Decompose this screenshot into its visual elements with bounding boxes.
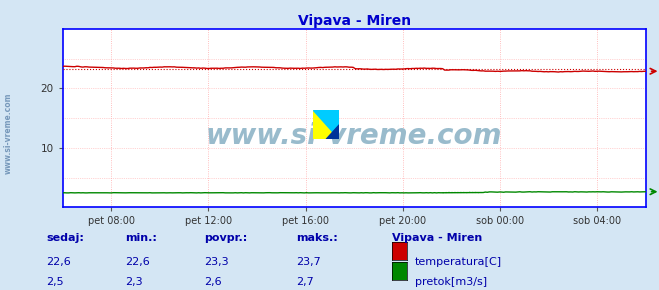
Text: www.si-vreme.com: www.si-vreme.com (206, 122, 502, 150)
Text: pretok[m3/s]: pretok[m3/s] (415, 277, 486, 287)
Polygon shape (313, 110, 339, 139)
Polygon shape (313, 110, 339, 139)
Text: 23,3: 23,3 (204, 257, 229, 267)
Text: 2,7: 2,7 (297, 277, 314, 287)
Text: 2,5: 2,5 (46, 277, 64, 287)
Text: min.:: min.: (125, 233, 157, 243)
Text: maks.:: maks.: (297, 233, 338, 243)
Text: 2,3: 2,3 (125, 277, 143, 287)
Text: temperatura[C]: temperatura[C] (415, 257, 501, 267)
Text: www.si-vreme.com: www.si-vreme.com (3, 93, 13, 174)
Title: Vipava - Miren: Vipava - Miren (298, 14, 411, 28)
Text: Vipava - Miren: Vipava - Miren (392, 233, 482, 243)
Text: 22,6: 22,6 (125, 257, 150, 267)
Text: povpr.:: povpr.: (204, 233, 248, 243)
Text: 22,6: 22,6 (46, 257, 71, 267)
Text: 2,6: 2,6 (204, 277, 222, 287)
Text: sedaj:: sedaj: (46, 233, 84, 243)
Polygon shape (326, 125, 339, 139)
Text: 23,7: 23,7 (297, 257, 322, 267)
